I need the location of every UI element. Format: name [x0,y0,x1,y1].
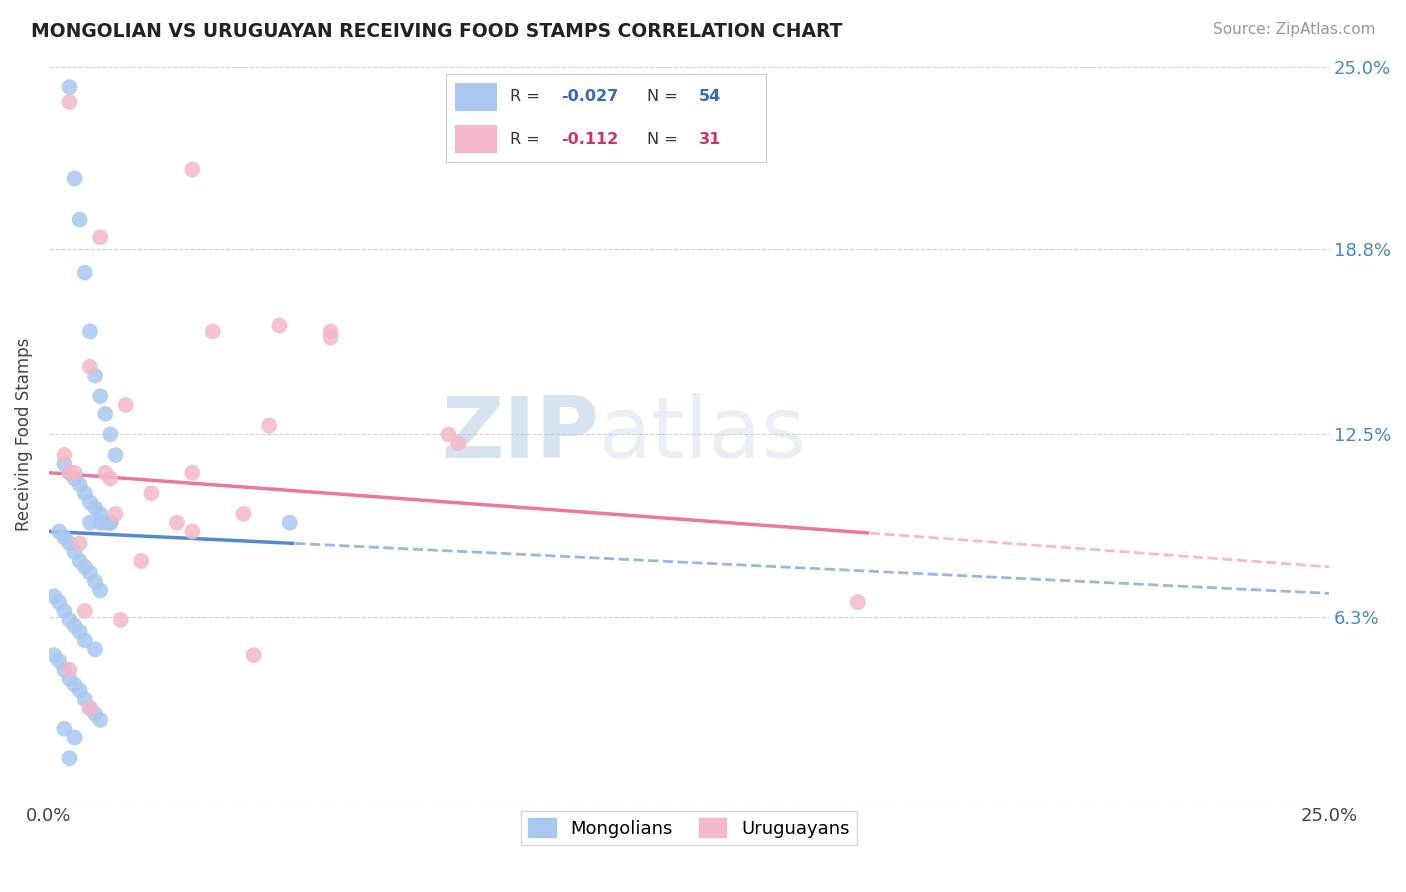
Point [48,524,70,539]
Point [89,389,111,403]
Point [84,706,107,721]
Point [73,266,96,280]
Point [79,325,101,339]
Text: ZIP: ZIP [441,393,599,476]
Point [58,466,80,480]
Point [79,516,101,530]
Point [73,692,96,706]
Point [58,80,80,95]
Point [73,633,96,648]
Point [232,507,254,521]
Point [129,554,152,568]
Point [89,583,111,598]
Point [89,507,111,521]
Point [89,516,111,530]
Point [58,672,80,686]
Point [58,536,80,550]
Point [84,501,107,516]
Point [79,566,101,580]
Point [53,663,76,677]
Point [846,595,869,609]
Point [73,604,96,618]
Point [114,398,136,412]
Point [63,466,86,480]
Point [100,516,122,530]
Point [141,486,163,500]
Point [53,530,76,544]
Point [269,318,291,333]
Point [73,486,96,500]
Point [63,731,86,745]
Point [69,624,91,639]
Point [53,448,76,462]
Point [58,613,80,627]
Point [278,516,301,530]
Point [63,545,86,559]
Point [94,407,117,421]
Point [42,648,65,662]
Point [53,457,76,471]
Point [58,751,80,765]
Point [84,642,107,657]
Point [69,554,91,568]
Point [104,507,127,521]
Point [94,516,117,530]
Y-axis label: Receiving Food Stamps: Receiving Food Stamps [15,338,32,531]
Point [100,427,122,442]
Point [79,701,101,715]
Point [319,330,342,344]
Point [48,654,70,668]
Point [53,604,76,618]
Point [63,171,86,186]
Point [89,230,111,244]
Point [257,418,280,433]
Point [181,524,204,539]
Point [69,683,91,698]
Legend: Mongolians, Uruguayans: Mongolians, Uruguayans [522,811,856,845]
Point [110,613,132,627]
Point [79,701,101,715]
Point [166,516,188,530]
Point [79,495,101,509]
Point [63,677,86,691]
Point [437,427,460,442]
Point [100,516,122,530]
Point [73,559,96,574]
Point [201,325,224,339]
Point [181,162,204,177]
Point [69,536,91,550]
Point [100,472,122,486]
Point [69,212,91,227]
Text: atlas: atlas [599,393,807,476]
Point [319,325,342,339]
Point [63,472,86,486]
Point [84,368,107,383]
Point [79,359,101,374]
Point [94,466,117,480]
Point [53,722,76,736]
Point [89,713,111,727]
Point [42,589,65,603]
Point [242,648,264,662]
Point [447,436,470,450]
Point [181,466,204,480]
Point [48,595,70,609]
Point [58,466,80,480]
Point [58,95,80,109]
Text: Source: ZipAtlas.com: Source: ZipAtlas.com [1212,22,1375,37]
Text: MONGOLIAN VS URUGUAYAN RECEIVING FOOD STAMPS CORRELATION CHART: MONGOLIAN VS URUGUAYAN RECEIVING FOOD ST… [31,22,842,41]
Point [104,448,127,462]
Point [63,618,86,632]
Point [84,574,107,589]
Point [69,477,91,491]
Point [58,663,80,677]
